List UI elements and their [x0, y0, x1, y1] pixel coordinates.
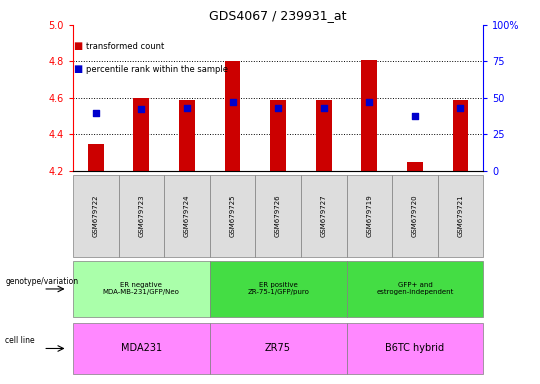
Bar — [179, 100, 195, 171]
Point — [319, 105, 328, 111]
Point — [183, 105, 191, 111]
Bar — [270, 100, 286, 171]
Text: GSM679727: GSM679727 — [321, 195, 327, 237]
Text: ■: ■ — [73, 64, 82, 74]
Bar — [87, 144, 104, 171]
Text: GSM679720: GSM679720 — [412, 195, 418, 237]
Bar — [225, 61, 240, 171]
Text: GSM679726: GSM679726 — [275, 195, 281, 237]
Text: GSM679721: GSM679721 — [457, 195, 463, 237]
Text: ZR75: ZR75 — [265, 343, 291, 354]
Title: GDS4067 / 239931_at: GDS4067 / 239931_at — [210, 9, 347, 22]
Bar — [453, 100, 469, 171]
Point — [228, 99, 237, 106]
Point — [456, 105, 465, 111]
Point — [410, 113, 419, 119]
Text: B6TC hybrid: B6TC hybrid — [386, 343, 444, 354]
Point — [365, 99, 374, 106]
Point — [91, 109, 100, 116]
Point — [137, 106, 146, 112]
Text: GSM679722: GSM679722 — [93, 195, 99, 237]
Text: transformed count: transformed count — [86, 41, 165, 51]
Text: ER negative
MDA-MB-231/GFP/Neo: ER negative MDA-MB-231/GFP/Neo — [103, 283, 180, 295]
Bar — [316, 100, 332, 171]
Text: ER positive
ZR-75-1/GFP/puro: ER positive ZR-75-1/GFP/puro — [247, 283, 309, 295]
Text: genotype/variation: genotype/variation — [5, 277, 78, 286]
Text: GFP+ and
estrogen-independent: GFP+ and estrogen-independent — [376, 283, 454, 295]
Text: cell line: cell line — [5, 336, 35, 345]
Text: percentile rank within the sample: percentile rank within the sample — [86, 65, 228, 74]
Text: GSM679725: GSM679725 — [230, 195, 235, 237]
Text: ■: ■ — [73, 41, 82, 51]
Bar — [133, 98, 149, 171]
Bar — [361, 60, 377, 171]
Point — [274, 105, 282, 111]
Text: GSM679723: GSM679723 — [138, 195, 144, 237]
Text: GSM679724: GSM679724 — [184, 195, 190, 237]
Text: GSM679719: GSM679719 — [366, 195, 372, 237]
Bar — [407, 162, 423, 171]
Text: MDA231: MDA231 — [121, 343, 162, 354]
